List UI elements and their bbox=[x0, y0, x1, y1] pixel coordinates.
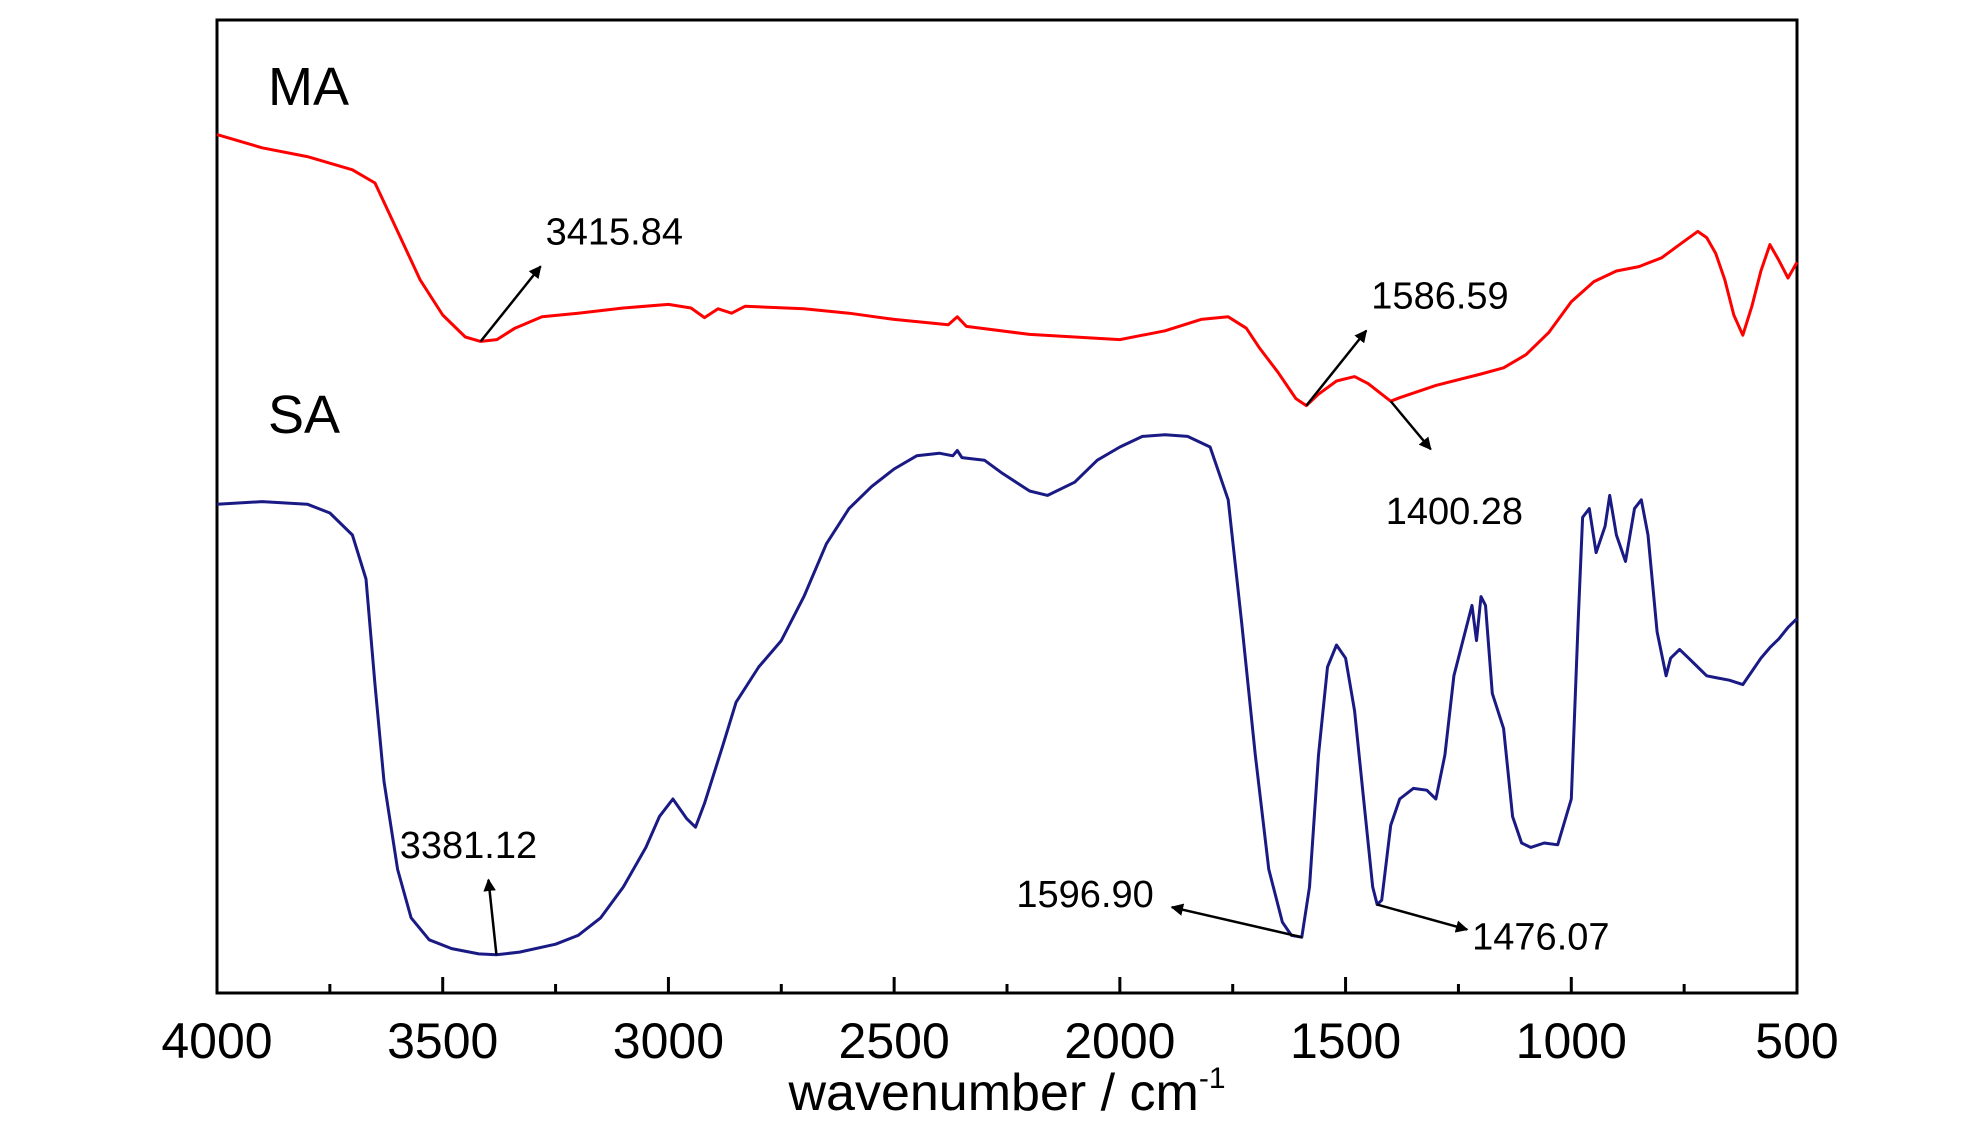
x-tick-label: 3500 bbox=[387, 1013, 498, 1069]
series-label-sa: SA bbox=[268, 385, 340, 445]
series-line-sa bbox=[216, 433, 1799, 957]
annotation-arrow bbox=[1305, 329, 1368, 407]
x-axis-title-superscript: -1 bbox=[1199, 1062, 1226, 1095]
x-tick-label: 500 bbox=[1755, 1013, 1838, 1069]
x-tick-label: 2500 bbox=[839, 1013, 950, 1069]
annotation-label: 1596.90 bbox=[1016, 874, 1153, 916]
annotation-arrow bbox=[1376, 903, 1469, 933]
annotation-arrow bbox=[1170, 903, 1303, 939]
x-axis-title-text: wavenumber / cm bbox=[787, 1064, 1198, 1122]
x-axis-title: wavenumber / cm-1 bbox=[787, 1062, 1225, 1122]
annotation-arrow bbox=[1389, 400, 1432, 451]
annotation-label: 3415.84 bbox=[546, 211, 683, 253]
plot-area: 4000 3500 3000 2500 2000 1500 1000 500 3415.84 1… bbox=[161, 18, 1839, 1069]
annotation-label: 1400.28 bbox=[1386, 491, 1523, 533]
x-tick-label: 2000 bbox=[1064, 1013, 1175, 1069]
annotation-arrow bbox=[479, 265, 542, 343]
annotation-label: 3381.12 bbox=[400, 825, 537, 867]
series-line-ma bbox=[216, 133, 1799, 408]
annotation-label: 1586.59 bbox=[1371, 276, 1508, 318]
series-lines bbox=[216, 133, 1799, 957]
x-tick-label: 1000 bbox=[1516, 1013, 1627, 1069]
annotations: 3415.84 1586.59 1400.28 3381.12 1596.90 1476.… bbox=[400, 211, 1610, 958]
series-label-ma: MA bbox=[268, 57, 349, 117]
x-tick-label: 1500 bbox=[1290, 1013, 1401, 1069]
annotation-arrow bbox=[483, 878, 498, 955]
x-axis-ticks bbox=[215, 977, 1799, 993]
annotation-label: 1476.07 bbox=[1472, 917, 1609, 959]
x-axis-tick-labels: 4000 3500 3000 2500 2000 1500 1000 500 bbox=[161, 1013, 1838, 1069]
x-tick-label: 3000 bbox=[613, 1013, 724, 1069]
x-tick-label: 4000 bbox=[161, 1013, 272, 1069]
